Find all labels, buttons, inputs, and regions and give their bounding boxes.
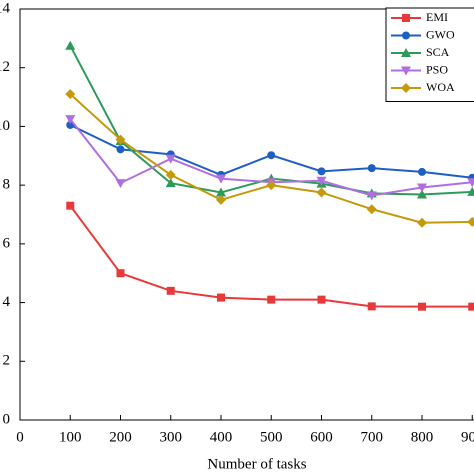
marker bbox=[165, 154, 176, 164]
x-tick-label: 600 bbox=[310, 429, 333, 445]
marker bbox=[165, 178, 176, 188]
marker bbox=[418, 302, 426, 311]
marker bbox=[418, 167, 426, 176]
marker bbox=[417, 217, 427, 228]
series-line bbox=[69, 118, 474, 197]
marker bbox=[115, 134, 126, 145]
marker bbox=[468, 302, 474, 311]
series-line bbox=[69, 205, 474, 308]
y-tick-label: 8 bbox=[3, 177, 11, 193]
marker bbox=[317, 295, 326, 304]
y-tick-label: 0 bbox=[3, 411, 11, 427]
series-line bbox=[69, 93, 474, 224]
marker bbox=[216, 174, 226, 184]
marker bbox=[217, 293, 225, 302]
legend-label: GWO bbox=[426, 27, 455, 41]
marker bbox=[216, 194, 226, 205]
marker bbox=[216, 187, 226, 197]
x-tick-label: 900 bbox=[461, 429, 474, 445]
marker bbox=[401, 48, 411, 57]
x-tick-label: 500 bbox=[260, 429, 283, 445]
x-tick-label: 800 bbox=[411, 429, 434, 445]
legend-label: EMI bbox=[426, 10, 448, 24]
marker bbox=[317, 167, 326, 176]
y-tick-label: 14 bbox=[0, 0, 11, 16]
y-tick-label: 4 bbox=[3, 294, 11, 310]
marker bbox=[65, 115, 76, 125]
marker bbox=[267, 151, 276, 160]
x-tick-label: 0 bbox=[16, 429, 24, 445]
legend-label: PSO bbox=[426, 62, 448, 76]
marker bbox=[266, 180, 277, 191]
legend-label: WOA bbox=[426, 80, 455, 94]
marker bbox=[367, 164, 376, 173]
series-line bbox=[69, 124, 474, 179]
marker bbox=[267, 295, 276, 304]
marker bbox=[366, 191, 377, 201]
marker bbox=[366, 204, 377, 215]
x-tick-label: 100 bbox=[59, 429, 82, 445]
marker bbox=[402, 31, 410, 40]
y-tick-label: 2 bbox=[3, 353, 11, 369]
marker bbox=[116, 145, 125, 154]
legend-label: SCA bbox=[426, 45, 450, 59]
marker bbox=[115, 179, 126, 189]
legend-box bbox=[385, 7, 474, 102]
marker bbox=[65, 40, 76, 50]
x-tick-label: 200 bbox=[109, 429, 132, 445]
marker bbox=[316, 187, 327, 198]
legend: EMI GWO SCA PSO WOA bbox=[385, 7, 474, 102]
marker bbox=[417, 183, 427, 193]
marker bbox=[467, 178, 474, 188]
marker bbox=[401, 83, 411, 93]
marker bbox=[116, 269, 125, 278]
x-tick-label: 400 bbox=[210, 429, 233, 445]
marker bbox=[417, 189, 427, 199]
marker bbox=[65, 89, 76, 100]
marker bbox=[166, 286, 175, 295]
x-tick-label: 700 bbox=[361, 429, 384, 445]
marker bbox=[401, 66, 411, 76]
marker bbox=[316, 176, 327, 186]
x-tick-label: 300 bbox=[160, 429, 183, 445]
y-tick-label: 6 bbox=[3, 235, 11, 251]
marker bbox=[467, 186, 474, 196]
marker bbox=[402, 14, 410, 22]
marker bbox=[66, 201, 75, 210]
y-tick-label: 10 bbox=[0, 118, 10, 134]
marker bbox=[165, 169, 176, 180]
marker bbox=[367, 302, 376, 311]
x-axis-label: Number of tasks bbox=[207, 456, 306, 472]
y-tick-label: 12 bbox=[0, 59, 10, 75]
marker bbox=[467, 216, 474, 227]
